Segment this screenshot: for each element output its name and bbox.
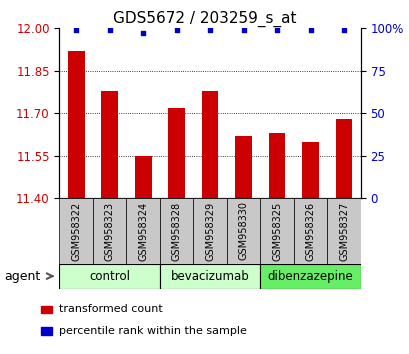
Text: control: control: [89, 270, 130, 282]
Bar: [160, 198, 193, 264]
Point: [240, 27, 246, 33]
Bar: [268, 133, 285, 198]
Point: [139, 30, 146, 36]
Point: [340, 27, 346, 33]
Bar: [59, 198, 93, 264]
Text: agent: agent: [4, 270, 40, 282]
Point: [106, 27, 113, 33]
Bar: [59, 264, 160, 289]
Text: dibenzazepine: dibenzazepine: [267, 270, 353, 282]
Text: GSM958327: GSM958327: [338, 201, 348, 261]
Text: GSM958323: GSM958323: [104, 201, 115, 261]
Bar: [293, 198, 326, 264]
Bar: [301, 142, 318, 198]
Text: GSM958329: GSM958329: [204, 201, 215, 261]
Point: [307, 27, 313, 33]
Text: GSM958322: GSM958322: [71, 201, 81, 261]
Text: GDS5672 / 203259_s_at: GDS5672 / 203259_s_at: [113, 11, 296, 27]
Bar: [226, 198, 260, 264]
Bar: [260, 264, 360, 289]
Text: bevacizumab: bevacizumab: [170, 270, 249, 282]
Text: GSM958330: GSM958330: [238, 201, 248, 261]
Bar: [101, 91, 118, 198]
Bar: [326, 198, 360, 264]
Point: [207, 27, 213, 33]
Point: [273, 27, 280, 33]
Text: transformed count: transformed count: [58, 304, 162, 314]
Text: GSM958328: GSM958328: [171, 201, 181, 261]
Text: GSM958324: GSM958324: [138, 201, 148, 261]
Bar: [67, 51, 84, 198]
Text: percentile rank within the sample: percentile rank within the sample: [58, 326, 246, 336]
Point: [73, 27, 79, 33]
Bar: [235, 136, 252, 198]
Text: GSM958325: GSM958325: [272, 201, 281, 261]
Bar: [168, 108, 184, 198]
Text: GSM958326: GSM958326: [305, 201, 315, 261]
Bar: [193, 198, 226, 264]
Bar: [93, 198, 126, 264]
Bar: [160, 264, 260, 289]
Bar: [335, 119, 352, 198]
Bar: [260, 198, 293, 264]
Bar: [126, 198, 160, 264]
Bar: [201, 91, 218, 198]
Bar: [135, 156, 151, 198]
Point: [173, 27, 180, 33]
